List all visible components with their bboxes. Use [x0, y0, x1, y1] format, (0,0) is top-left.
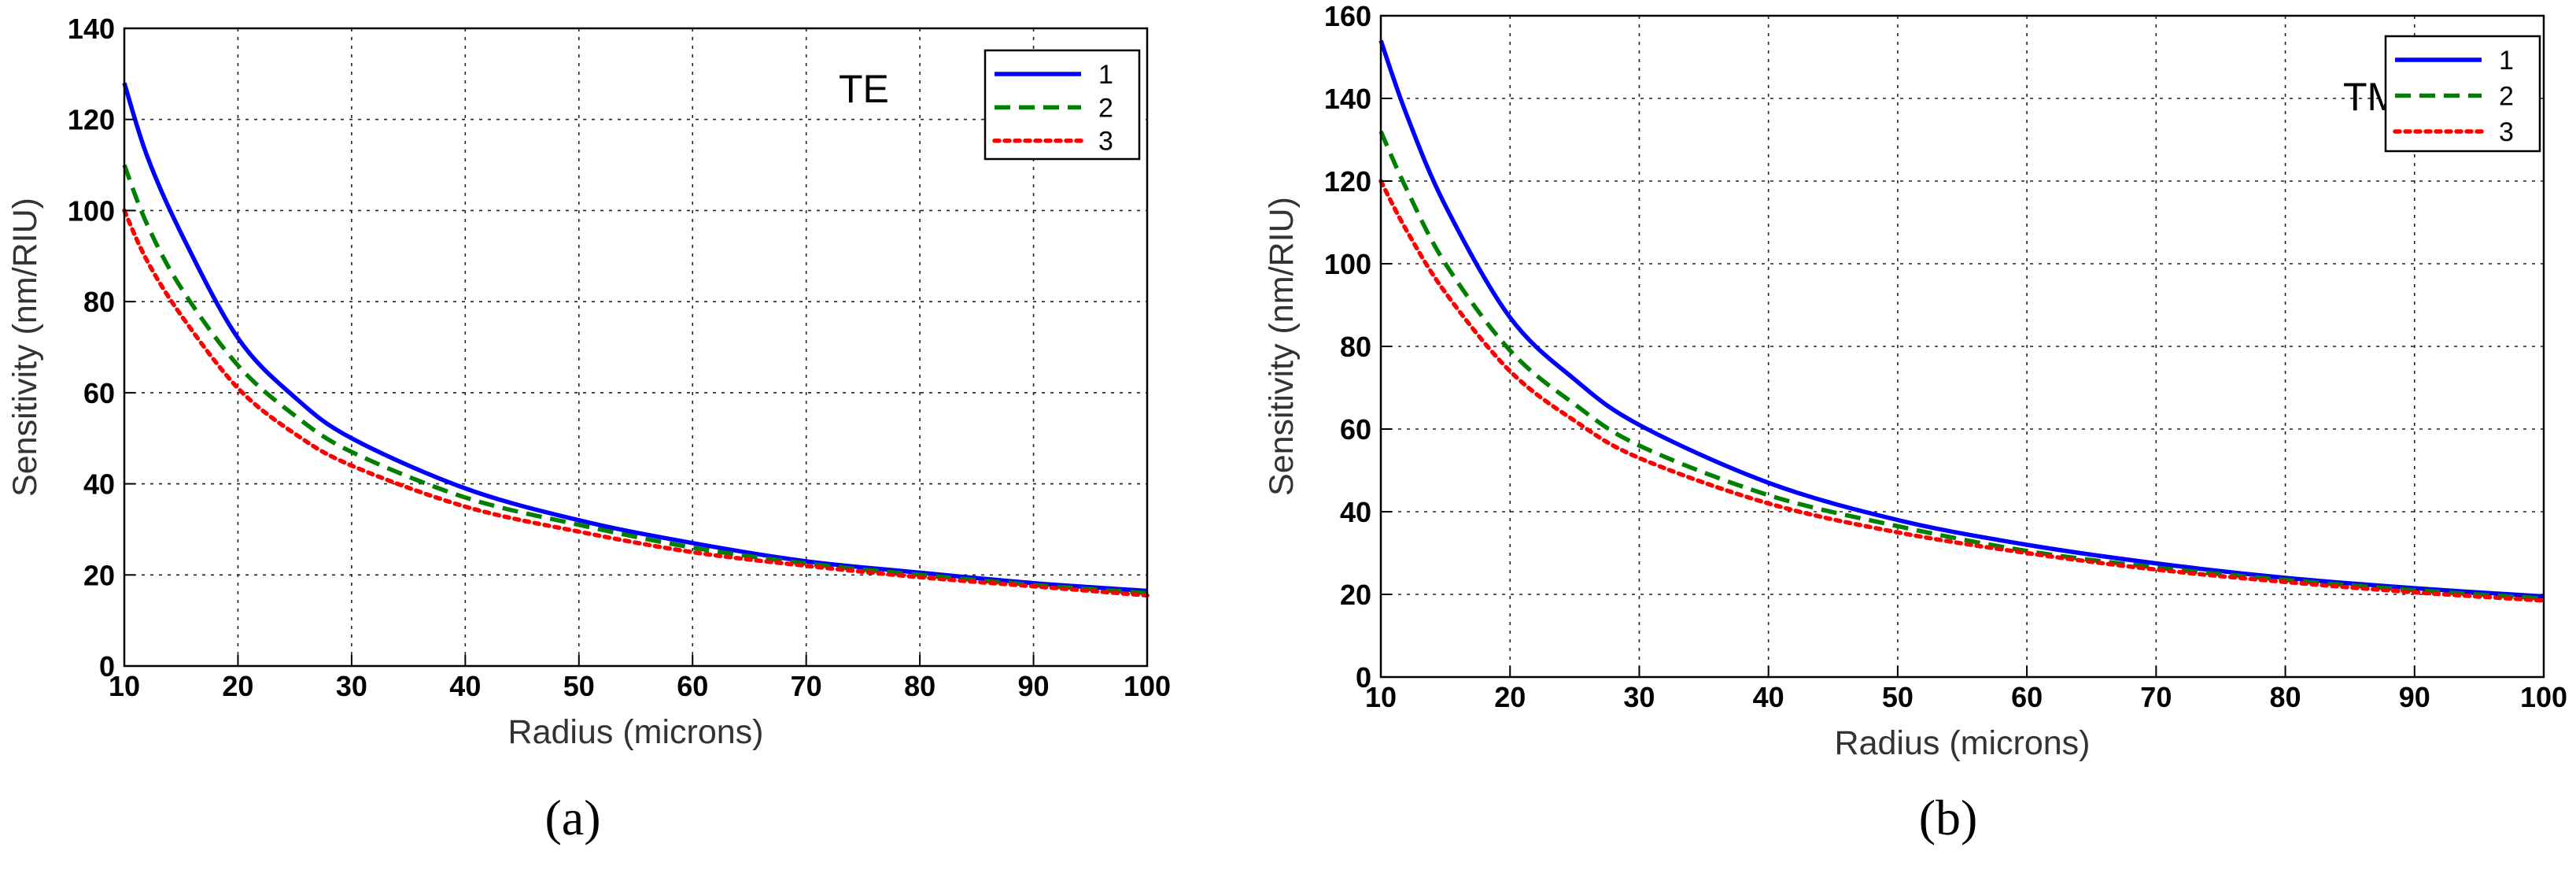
grid-lines-a [124, 28, 1147, 666]
y-tick-label: 0 [1356, 661, 1371, 694]
y-axis-label-b: Sensitivity (nm/RIU) [1263, 197, 1301, 496]
y-tick-label: 100 [1324, 248, 1371, 280]
x-tick-label: 60 [677, 670, 708, 702]
x-tick-label: 30 [1623, 681, 1655, 713]
series-line-1 [1378, 39, 2545, 599]
panel-caption-b: (b) [1919, 790, 1978, 846]
y-tick-label: 80 [1340, 331, 1371, 363]
y-axis-label-a: Sensitivity (nm/RIU) [6, 198, 44, 497]
y-tick-label: 60 [83, 377, 115, 409]
x-tick-label: 50 [563, 670, 595, 702]
y-tick-label: 160 [1324, 0, 1371, 32]
y-tick-labels-a: 0 20 40 60 80 100 120 140 [68, 13, 135, 683]
series-lines-b [1378, 39, 2546, 603]
legend-label-1: 1 [2499, 46, 2514, 76]
x-tick-label: 100 [1124, 670, 1171, 702]
x-tick-label: 40 [1753, 681, 1784, 713]
mode-label-a: TE [839, 67, 889, 111]
legend-a: 12 3 [984, 49, 1141, 161]
x-axis-label-b: Radius (microns) [1835, 724, 2091, 762]
x-tick-label: 100 [2520, 681, 2567, 713]
legend-label-2: 2 [2499, 81, 2514, 111]
y-tick-label: 40 [83, 468, 115, 501]
legend-label-1: 1 [1098, 60, 1113, 90]
x-tick-label: 40 [449, 670, 481, 702]
y-tick-label: 140 [68, 13, 115, 45]
y-tick-label: 60 [1340, 413, 1371, 446]
series-line-3 [122, 208, 1150, 598]
y-tick-label: 20 [83, 559, 115, 591]
x-tick-label: 50 [1882, 681, 1914, 713]
series-line-2 [122, 164, 1148, 596]
y-tick-label: 20 [1340, 579, 1371, 611]
grid-lines-b [1381, 16, 2544, 677]
y-tick-labels-b: 0 20 40 60 80 100 120 140 160 [1324, 0, 1392, 694]
x-tick-label: 70 [791, 670, 822, 702]
x-tick-labels-b: 10 20 30 40 50 60 70 80 90 100 [1365, 666, 2567, 713]
x-tick-label: 70 [2140, 681, 2172, 713]
x-tick-label: 90 [2399, 681, 2430, 713]
x-tick-label: 10 [1365, 681, 1397, 713]
y-tick-label: 0 [99, 650, 115, 683]
legend-label-3: 3 [1098, 127, 1113, 157]
series-line-1 [122, 82, 1148, 594]
x-tick-label: 10 [109, 670, 140, 702]
legend-b: 1 2 3 [2384, 35, 2541, 153]
y-tick-label: 140 [1324, 83, 1371, 115]
x-tick-label: 90 [1018, 670, 1050, 702]
plot-frame-a [123, 27, 1149, 668]
x-tick-label: 80 [2270, 681, 2301, 713]
panel-caption-a: (a) [544, 790, 600, 846]
x-tick-label: 60 [2011, 681, 2043, 713]
legend-label-2: 2 [1098, 93, 1113, 123]
y-tick-label: 80 [83, 286, 115, 318]
x-tick-label: 20 [1494, 681, 1526, 713]
y-tick-label: 120 [68, 104, 115, 136]
y-tick-label: 40 [1340, 496, 1371, 528]
x-tick-label: 80 [904, 670, 936, 702]
chart-panel-b: 10 20 30 40 50 60 70 80 90 100 0 20 40 60 80 100 120 140… [1263, 0, 2567, 846]
y-tick-label: 100 [68, 194, 115, 227]
series-lines-a [122, 82, 1150, 598]
x-tick-label: 30 [336, 670, 367, 702]
chart-panel-a: 10 20 30 40 50 60 70 80 90 100 0 20 40 60 80 100 120 140… [6, 13, 1171, 846]
legend-label-3: 3 [2499, 117, 2514, 147]
x-tick-label: 20 [222, 670, 253, 702]
series-line-3 [1378, 179, 2546, 603]
x-axis-label-a: Radius (microns) [508, 713, 764, 751]
x-tick-labels-a: 10 20 30 40 50 60 70 80 90 100 [109, 655, 1171, 702]
y-tick-label: 120 [1324, 165, 1371, 198]
